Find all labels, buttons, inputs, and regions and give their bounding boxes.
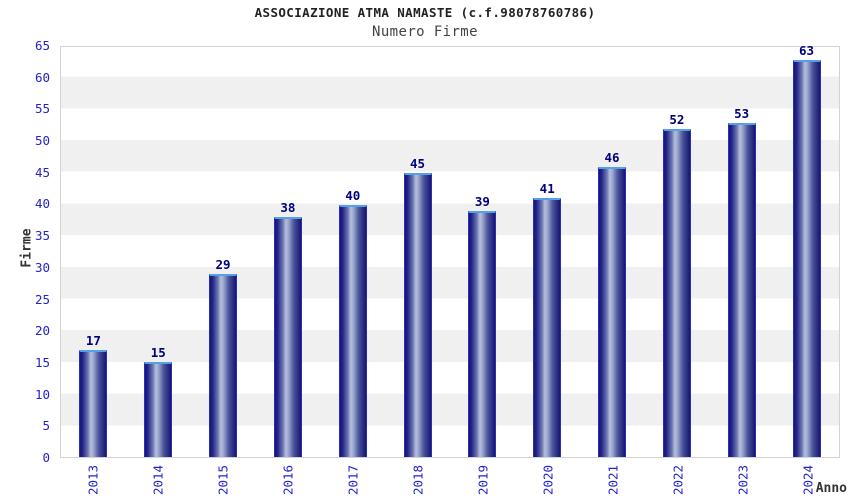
x-tick-label: 2019	[475, 464, 490, 496]
x-tick-label: 2023	[735, 464, 750, 496]
bars-container: 17 15 29 38 40 45 39 41 46 52 53 63	[61, 43, 839, 457]
bar-value-label: 52	[669, 112, 685, 127]
bar-slot: 40	[320, 47, 385, 457]
bar-value-label: 41	[539, 181, 555, 197]
bar: 39	[468, 194, 497, 457]
bar: 38	[273, 200, 302, 457]
bar-slot: 41	[515, 47, 580, 457]
bar-slot: 29	[191, 47, 256, 457]
chart-subtitle: Numero Firme	[372, 24, 478, 40]
bar-value-label: 38	[280, 200, 296, 216]
bar-value-label: 46	[604, 149, 620, 165]
plot-area: 17 15 29 38 40 45 39 41 46 52 53 63	[60, 43, 840, 458]
bar-value-label: 40	[345, 187, 361, 203]
x-tick-label: 2021	[605, 464, 620, 496]
bar-value-label: 63	[798, 42, 815, 58]
x-axis-title: Anno	[815, 481, 847, 496]
bar: 53	[727, 106, 756, 457]
bar-slot: 45	[385, 47, 450, 457]
bar-slot: 15	[126, 47, 191, 457]
y-tick-label: 10	[34, 386, 50, 402]
x-tick-label: 2022	[670, 464, 685, 496]
bar-value-label: 53	[734, 105, 750, 121]
x-tick-label: 2018	[410, 464, 425, 496]
y-tick-label: 0	[42, 450, 50, 465]
bar-slot: 46	[580, 47, 645, 457]
y-tick-label: 55	[34, 101, 50, 117]
bar-slot: 39	[450, 47, 515, 457]
y-tick-label: 5	[42, 418, 50, 434]
bar: 29	[209, 257, 238, 457]
bar-slot: 63	[774, 43, 839, 457]
y-tick-label: 45	[34, 164, 50, 180]
y-tick-label: 35	[34, 228, 50, 244]
bar: 40	[338, 188, 367, 457]
bar: 63	[792, 43, 821, 457]
bar: 15	[144, 345, 173, 457]
x-tick-label: 2020	[540, 464, 555, 496]
bar-slot: 52	[644, 47, 709, 457]
x-tick-label: 2015	[215, 464, 230, 496]
bar: 45	[403, 156, 432, 457]
y-tick-label: 60	[34, 69, 50, 85]
y-tick-label: 40	[34, 196, 50, 212]
bar-value-label: 45	[410, 156, 426, 172]
bar: 46	[598, 150, 627, 457]
bar: 17	[79, 333, 108, 457]
bar-value-label: 39	[474, 194, 490, 209]
x-tick-label: 2017	[345, 464, 360, 496]
chart-title: ASSOCIAZIONE ATMA NAMASTE (c.f.980787607…	[254, 5, 596, 20]
y-tick-label: 25	[34, 291, 50, 307]
y-tick-label: 50	[34, 133, 50, 149]
bar-slot: 17	[61, 47, 126, 457]
y-tick-label: 15	[34, 354, 50, 370]
x-tick-label: 2016	[280, 464, 295, 496]
y-tick-label: 20	[34, 323, 50, 339]
bar: 52	[662, 112, 691, 457]
y-tick-label: 30	[34, 259, 50, 275]
bar-slot: 38	[255, 47, 320, 457]
x-tick-label: 2014	[150, 464, 165, 496]
bar-value-label: 15	[150, 345, 166, 361]
x-tick-label: 2013	[85, 464, 100, 496]
bar-value-label: 29	[215, 257, 231, 273]
bar-slot: 53	[709, 47, 774, 457]
x-tick-label: 2024	[800, 464, 815, 496]
bar: 41	[533, 181, 562, 457]
y-tick-label: 65	[34, 38, 50, 53]
bar-value-label: 17	[85, 332, 101, 348]
